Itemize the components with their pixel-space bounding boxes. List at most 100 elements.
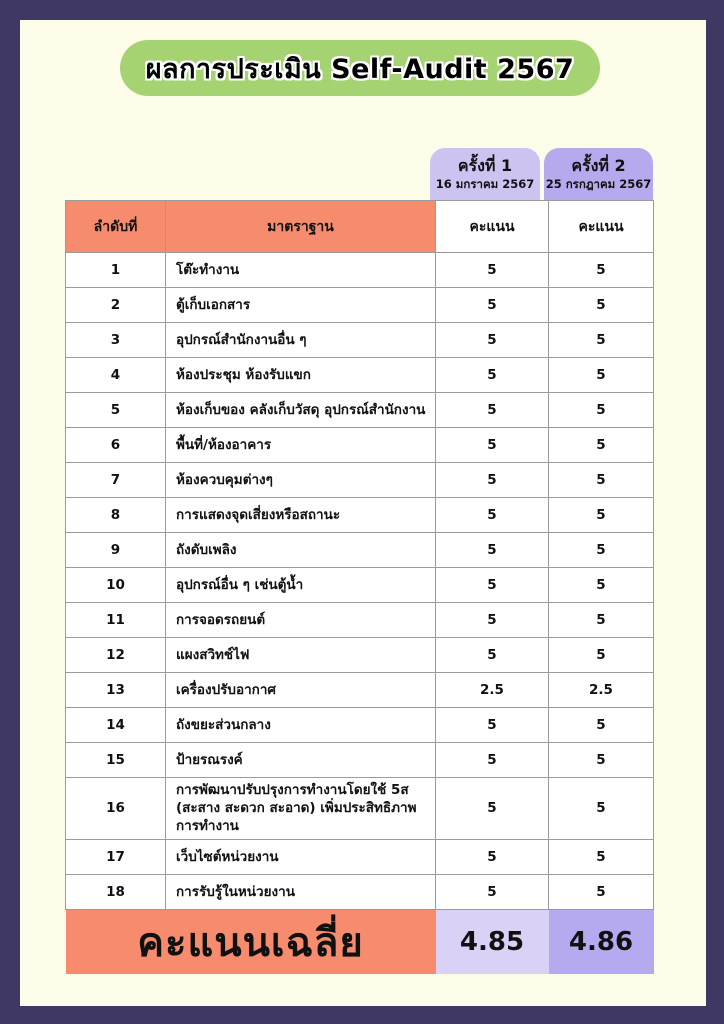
row-standard: การรับรู้ในหน่วยงาน	[165, 873, 436, 910]
row-number: 7	[65, 462, 166, 498]
average-score-round-2: 4.86	[548, 909, 654, 974]
round-1-date: 16 มกราคม 2567	[435, 177, 535, 192]
average-score-round-1: 4.85	[435, 909, 549, 974]
row-score-2: 5	[548, 602, 654, 638]
row-score-1: 5	[435, 427, 549, 463]
table-row: 1 โต๊ะทำงาน 5 5	[65, 252, 654, 288]
row-standard: การพัฒนาปรับปรุงการทำงานโดยใช้ 5ส (สะสาง…	[165, 777, 436, 840]
row-standard: อุปกรณ์สำนักงานอื่น ๆ	[165, 322, 436, 358]
page-title: ผลการประเมิน Self-Audit 2567	[145, 53, 575, 85]
row-number: 13	[65, 672, 166, 708]
row-number: 16	[65, 777, 166, 840]
round-1-label: ครั้งที่ 1	[457, 155, 513, 175]
page-title-pill: ผลการประเมิน Self-Audit 2567	[120, 40, 600, 96]
round-2-pill: ครั้งที่ 2 25 กรกฎาคม 2567	[544, 148, 653, 200]
row-score-1: 5	[435, 707, 549, 743]
row-score-2: 5	[548, 287, 654, 323]
row-score-1: 5	[435, 602, 549, 638]
row-score-2: 5	[548, 497, 654, 533]
average-row: คะแนนเฉลี่ย 4.85 4.86	[65, 909, 654, 974]
row-score-1: 5	[435, 392, 549, 428]
column-header-score-1: คะแนน	[435, 200, 549, 253]
row-score-1: 5	[435, 497, 549, 533]
table-row: 3 อุปกรณ์สำนักงานอื่น ๆ 5 5	[65, 322, 654, 358]
row-score-1: 5	[435, 462, 549, 498]
row-standard: เว็บไซต์หน่วยงาน	[165, 838, 436, 875]
row-score-2: 5	[548, 392, 654, 428]
row-score-2: 5	[548, 357, 654, 393]
round-2-date: 25 กรกฎาคม 2567	[545, 177, 652, 192]
row-standard: ถังดับเพลิง	[165, 532, 436, 568]
row-standard: ห้องควบคุมต่างๆ	[165, 462, 436, 498]
row-number: 6	[65, 427, 166, 463]
round-header-spacer	[65, 148, 430, 200]
table-row: 16 การพัฒนาปรับปรุงการทำงานโดยใช้ 5ส (สะ…	[65, 777, 654, 840]
column-header-score-2: คะแนน	[548, 200, 654, 253]
table-row: 5 ห้องเก็บของ คลังเก็บวัสดุ อุปกรณ์สำนัก…	[65, 392, 654, 428]
table-row: 13 เครื่องปรับอากาศ 2.5 2.5	[65, 672, 654, 708]
row-standard: อุปกรณ์อื่น ๆ เช่นตู้น้ำ	[165, 567, 436, 603]
row-score-2: 5	[548, 532, 654, 568]
row-number: 12	[65, 637, 166, 673]
row-score-2: 5	[548, 322, 654, 358]
row-number: 10	[65, 567, 166, 603]
table-row: 17 เว็บไซต์หน่วยงาน 5 5	[65, 838, 654, 875]
row-standard: ห้องประชุม ห้องรับแขก	[165, 357, 436, 393]
row-score-2: 5	[548, 462, 654, 498]
row-number: 18	[65, 873, 166, 910]
row-score-2: 5	[548, 777, 654, 840]
row-score-1: 5	[435, 287, 549, 323]
row-score-1: 2.5	[435, 672, 549, 708]
row-number: 5	[65, 392, 166, 428]
round-1-pill: ครั้งที่ 1 16 มกราคม 2567	[430, 148, 540, 200]
row-score-1: 5	[435, 838, 549, 875]
row-score-1: 5	[435, 567, 549, 603]
column-header-standard: มาตราฐาน	[165, 200, 436, 253]
round-header-row: ครั้งที่ 1 16 มกราคม 2567 ครั้งที่ 2 25 …	[65, 148, 653, 200]
table-row: 4 ห้องประชุม ห้องรับแขก 5 5	[65, 357, 654, 393]
row-number: 8	[65, 497, 166, 533]
audit-results-table: ลำดับที่ มาตราฐาน คะแนน คะแนน 1 โต๊ะทำงา…	[65, 200, 654, 974]
row-score-2: 5	[548, 637, 654, 673]
row-standard: ตู้เก็บเอกสาร	[165, 287, 436, 323]
row-standard: แผงสวิทช์ไฟ	[165, 637, 436, 673]
average-label: คะแนนเฉลี่ย	[65, 909, 436, 974]
table-row: 8 การแสดงจุดเสี่ยงหรือสถานะ 5 5	[65, 497, 654, 533]
row-score-2: 5	[548, 567, 654, 603]
table-row: 9 ถังดับเพลิง 5 5	[65, 532, 654, 568]
audit-table-section: ครั้งที่ 1 16 มกราคม 2567 ครั้งที่ 2 25 …	[65, 148, 654, 974]
table-body: 1 โต๊ะทำงาน 5 5 2 ตู้เก็บเอกสาร 5 5 3 อุ…	[65, 252, 654, 910]
row-score-1: 5	[435, 777, 549, 840]
table-row: 11 การจอดรถยนต์ 5 5	[65, 602, 654, 638]
row-score-2: 5	[548, 873, 654, 910]
row-standard: การจอดรถยนต์	[165, 602, 436, 638]
row-standard: ห้องเก็บของ คลังเก็บวัสดุ อุปกรณ์สำนักงา…	[165, 392, 436, 428]
row-score-1: 5	[435, 532, 549, 568]
row-number: 4	[65, 357, 166, 393]
row-standard: ป้ายรณรงค์	[165, 742, 436, 778]
row-score-2: 5	[548, 252, 654, 288]
row-standard: การแสดงจุดเสี่ยงหรือสถานะ	[165, 497, 436, 533]
row-score-2: 2.5	[548, 672, 654, 708]
row-score-2: 5	[548, 742, 654, 778]
row-number: 3	[65, 322, 166, 358]
row-number: 11	[65, 602, 166, 638]
row-number: 17	[65, 838, 166, 875]
page-background: ผลการประเมิน Self-Audit 2567 ครั้งที่ 1 …	[20, 20, 706, 1006]
table-row: 14 ถังขยะส่วนกลาง 5 5	[65, 707, 654, 743]
table-row: 6 พื้นที่/ห้องอาคาร 5 5	[65, 427, 654, 463]
row-score-2: 5	[548, 707, 654, 743]
row-score-2: 5	[548, 427, 654, 463]
row-score-1: 5	[435, 873, 549, 910]
row-standard: ถังขยะส่วนกลาง	[165, 707, 436, 743]
row-number: 15	[65, 742, 166, 778]
row-number: 1	[65, 252, 166, 288]
row-standard: โต๊ะทำงาน	[165, 252, 436, 288]
row-standard: พื้นที่/ห้องอาคาร	[165, 427, 436, 463]
row-score-1: 5	[435, 637, 549, 673]
row-number: 14	[65, 707, 166, 743]
row-score-1: 5	[435, 322, 549, 358]
row-score-1: 5	[435, 357, 549, 393]
row-number: 2	[65, 287, 166, 323]
